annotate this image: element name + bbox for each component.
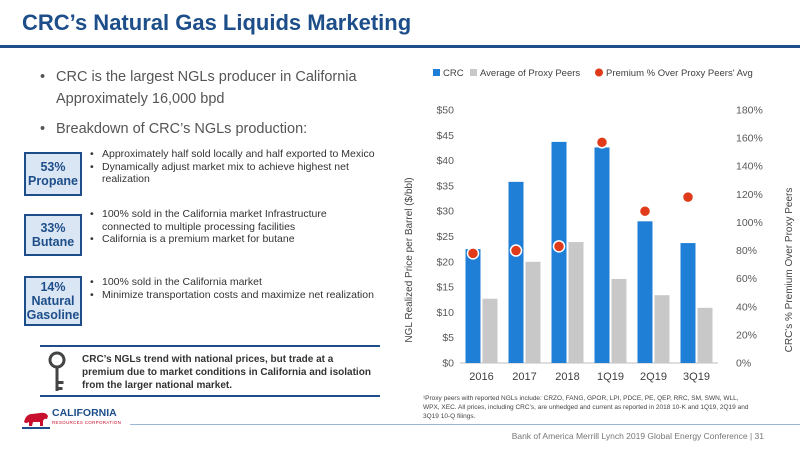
legend-label-crc: CRC — [443, 68, 464, 79]
segment-list: 100% sold in the California market Infra… — [90, 208, 376, 246]
legend-label-peers: Average of Proxy Peers — [480, 68, 580, 79]
y-axis: $0 $5 $10 $15 $20 $25 $30 $35 $40 $45 $50 — [436, 105, 718, 370]
y-tick-label: $10 — [436, 307, 454, 319]
x-tick-label: 2017 — [512, 371, 536, 383]
segment-badge: 33% Butane — [24, 214, 82, 256]
crc-bar — [508, 181, 524, 363]
y-tick-label: $5 — [442, 332, 454, 344]
bullet-volume: Approximately 16,000 bpd — [56, 91, 225, 107]
segment-badge: 14% Natural Gasoline — [24, 276, 82, 326]
list-item: Dynamically adjust market mix to achieve… — [90, 161, 376, 186]
title-divider — [0, 45, 800, 48]
callout-box: CRC’s NGLs trend with national prices, b… — [40, 345, 380, 397]
y-tick-label: $35 — [436, 180, 454, 192]
y-tick-label: $45 — [436, 130, 454, 142]
x-tick-label: 2Q19 — [640, 371, 667, 383]
y2-axis-label: CRC's % Premium Over Proxy Peers — [784, 188, 795, 353]
y2-tick-label: 120% — [736, 189, 763, 201]
y2-tick-label: 160% — [736, 133, 763, 145]
y2-tick-label: 140% — [736, 161, 763, 173]
page-title: CRC’s Natural Gas Liquids Marketing — [22, 10, 412, 35]
peer-bar — [482, 298, 498, 363]
legend-swatch-crc — [433, 69, 440, 76]
segment-propane: 53% Propane Approximately half sold loca… — [24, 148, 376, 204]
y2-tick-label: 20% — [736, 329, 757, 341]
x-tick-label: 1Q19 — [597, 371, 624, 383]
y-tick-label: $50 — [436, 105, 454, 117]
bullet-breakdown: Breakdown of CRC’s NGLs production: — [40, 118, 380, 140]
y2-tick-label: 60% — [736, 273, 757, 285]
segment-name: Natural Gasoline — [26, 294, 80, 322]
premium-dots-group — [466, 136, 695, 260]
ngl-price-chart: CRC Average of Proxy Peers Premium % Over … — [404, 68, 795, 383]
segment-natural-gasoline: 14% Natural Gasoline 100% sold in the Ca… — [24, 274, 376, 330]
peer-bar — [525, 261, 541, 363]
segment-list: Approximately half sold locally and half… — [90, 148, 376, 186]
premium-dot — [681, 190, 695, 204]
segment-butane: 33% Butane 100% sold in the California m… — [24, 208, 376, 268]
premium-dot — [466, 247, 480, 260]
y-tick-label: $25 — [436, 231, 454, 243]
y-axis-label: NGL Realized Price per Barrel ($/bbl) — [404, 177, 415, 342]
list-item: Approximately half sold locally and half… — [90, 148, 376, 161]
logo-subtitle: RESOURCES CORPORATION — [52, 420, 122, 425]
legend-swatch-premium — [595, 68, 603, 77]
premium-dot — [552, 240, 566, 253]
y-tick-label: $30 — [436, 206, 454, 218]
y-tick-label: $15 — [436, 282, 454, 294]
crc-bar — [465, 249, 481, 363]
footer-divider — [130, 424, 800, 425]
segment-badge: 53% Propane — [24, 152, 82, 196]
y2-tick-label: 40% — [736, 301, 757, 313]
crc-bar — [594, 147, 610, 363]
key-icon — [48, 351, 66, 391]
segment-name: Butane — [31, 235, 75, 249]
x-axis: 2016 2017 2018 1Q19 2Q19 3Q19 — [469, 371, 710, 383]
callout-text: CRC’s NGLs trend with national prices, b… — [82, 354, 371, 391]
chart-footnote: ¹Proxy peers with reported NGLs include:… — [423, 395, 749, 420]
segment-pct: 14% — [40, 280, 66, 294]
y2-tick-label: 100% — [736, 217, 763, 229]
peer-bar — [568, 242, 584, 363]
y-tick-label: $20 — [436, 256, 454, 268]
bear-icon — [22, 412, 50, 429]
intro-bullets: CRC is the largest NGLs producer in Cali… — [40, 66, 380, 140]
list-item: 100% sold in the California market — [90, 276, 376, 289]
company-logo: CALIFORNIA RESOURCES CORPORATION — [22, 404, 152, 438]
y2-tick-label: 180% — [736, 105, 763, 117]
x-tick-label: 2018 — [555, 371, 579, 383]
y2-tick-label: 80% — [736, 245, 757, 257]
premium-dot — [509, 244, 523, 257]
logo-name: CALIFORNIA — [52, 407, 117, 419]
peer-bar — [611, 279, 627, 363]
segment-pct: 33% — [40, 221, 66, 235]
premium-dot — [638, 204, 652, 218]
peer-bar — [697, 307, 713, 363]
peer-bar — [654, 295, 670, 363]
segment-list: 100% sold in the California market Minim… — [90, 276, 376, 301]
legend-label-premium: Premium % Over Proxy Peers' Avg — [606, 68, 753, 79]
list-item: 100% sold in the California market Infra… — [90, 208, 376, 233]
list-item: California is a premium market for butan… — [90, 233, 376, 246]
bullet-largest-producer: CRC is the largest NGLs producer in Cali… — [40, 66, 380, 88]
x-tick-label: 2016 — [469, 371, 493, 383]
crc-bar — [680, 243, 696, 363]
crc-bar — [637, 221, 653, 363]
chart-legend: CRC Average of Proxy Peers Premium % Over … — [433, 68, 753, 79]
premium-dot — [595, 136, 609, 149]
y-tick-label: $0 — [442, 358, 454, 370]
y2-tick-label: 0% — [736, 358, 751, 370]
bars-group — [465, 141, 713, 363]
y2-axis: 0% 20% 40% 60% 80% 100% 120% 140% 160% 180% — [736, 105, 763, 370]
legend-swatch-peers — [470, 69, 477, 76]
list-item: Minimize transportation costs and maximi… — [90, 289, 376, 302]
segment-pct: 53% — [40, 160, 66, 174]
y-tick-label: $40 — [436, 155, 454, 167]
footer-text: Bank of America Merrill Lynch 2019 Globa… — [511, 431, 764, 441]
x-tick-label: 3Q19 — [683, 371, 710, 383]
segment-name: Propane — [27, 174, 78, 188]
